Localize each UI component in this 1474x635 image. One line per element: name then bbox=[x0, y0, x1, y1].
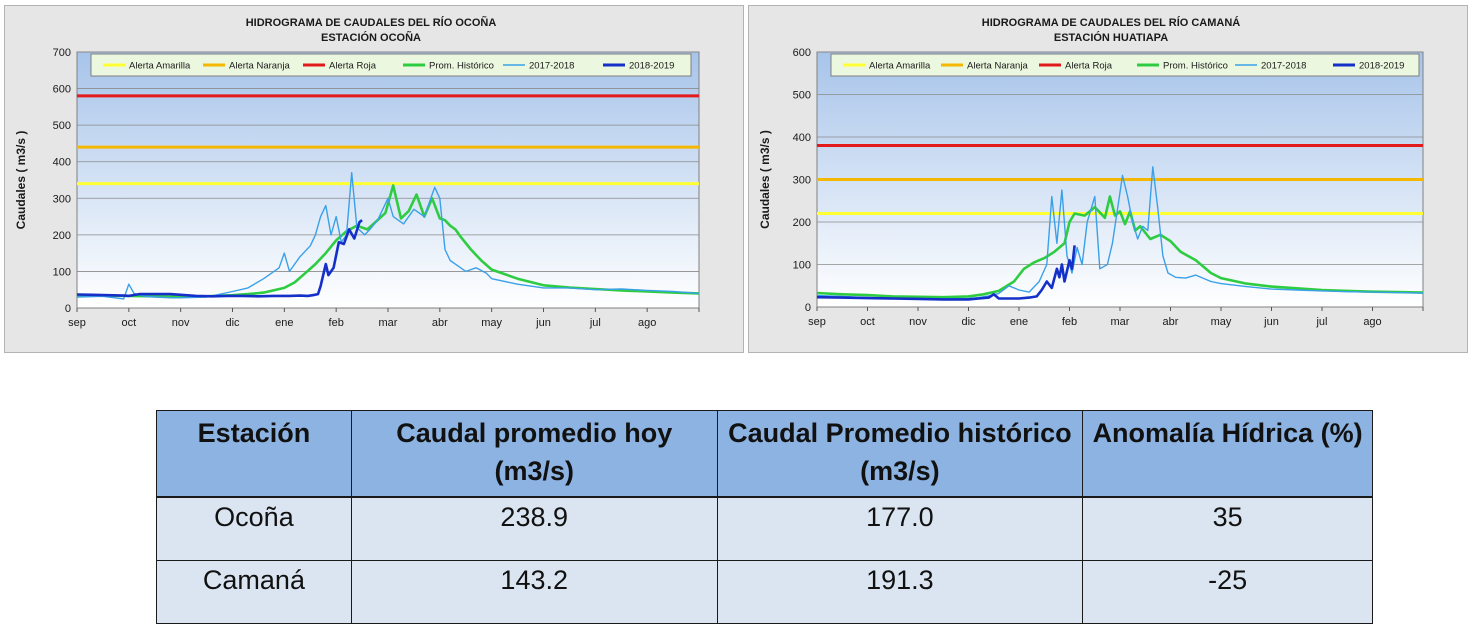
x-tick-label: nov bbox=[172, 317, 190, 329]
x-tick-label: nov bbox=[909, 316, 927, 328]
chart-title: HIDROGRAMA DE CAUDALES DEL RÍO OCOÑA bbox=[246, 16, 497, 29]
header-estacion: Estación bbox=[156, 410, 352, 498]
x-tick-label: jun bbox=[1263, 316, 1279, 328]
legend-entry-alerta-amarilla: Alerta Amarilla bbox=[129, 61, 191, 72]
y-tick-label: 300 bbox=[793, 175, 811, 187]
legend-entry-2018-2019: 2018-2019 bbox=[1359, 61, 1404, 72]
series-line-prom-historico bbox=[76, 184, 700, 299]
x-tick-label: oct bbox=[860, 316, 875, 328]
cell-anomalia: -25 bbox=[1082, 560, 1373, 624]
legend-entry-alerta-amarilla: Alerta Amarilla bbox=[869, 61, 931, 72]
chart-panel-camana: HIDROGRAMA DE CAUDALES DEL RÍO CAMANÁ EST… bbox=[748, 5, 1468, 353]
cell-caudal-historico: 177.0 bbox=[716, 496, 1084, 561]
legend-entry-2017-2018: 2017-2018 bbox=[1261, 61, 1306, 72]
x-tick-label: ene bbox=[275, 317, 293, 329]
cell-caudal-hoy: 238.9 bbox=[350, 496, 718, 561]
x-tick-label: sep bbox=[68, 317, 86, 329]
y-axis-label: Caudales ( m3/s ) bbox=[758, 130, 772, 229]
x-tick-label: jul bbox=[589, 317, 601, 329]
cell-station: Ocoña bbox=[156, 496, 352, 561]
legend-entry-alerta-roja: Alerta Roja bbox=[329, 61, 377, 72]
x-tick-label: feb bbox=[329, 317, 344, 329]
y-tick-label: 500 bbox=[53, 120, 71, 132]
chart-title: HIDROGRAMA DE CAUDALES DEL RÍO CAMANÁ bbox=[982, 16, 1241, 29]
y-tick-label: 200 bbox=[793, 217, 811, 229]
y-tick-label: 200 bbox=[53, 230, 71, 242]
legend-entry-2018-2019: 2018-2019 bbox=[629, 61, 674, 72]
y-tick-label: 400 bbox=[53, 157, 71, 169]
legend-entry-prom-historico: Prom. Histórico bbox=[429, 61, 494, 72]
series-line-prom-historico bbox=[816, 195, 1424, 299]
y-tick-label: 600 bbox=[53, 84, 71, 96]
table-header-row: Estación Caudal promedio hoy (m3/s) Caud… bbox=[156, 410, 1373, 498]
x-tick-label: jul bbox=[1315, 316, 1327, 328]
x-tick-label: abr bbox=[1163, 316, 1179, 328]
series-line-2018-2019 bbox=[816, 245, 1076, 301]
x-tick-label: feb bbox=[1062, 316, 1077, 328]
cell-caudal-hoy: 143.2 bbox=[350, 560, 718, 624]
cell-caudal-historico: 191.3 bbox=[716, 560, 1084, 624]
x-tick-label: mar bbox=[379, 317, 398, 329]
table-row: Ocoña 238.9 177.0 35 bbox=[156, 496, 1373, 561]
series-line-2018-2019 bbox=[76, 219, 363, 298]
legend-entry-prom-historico: Prom. Histórico bbox=[1163, 61, 1228, 72]
chart-legend bbox=[90, 53, 692, 77]
x-tick-label: jun bbox=[535, 317, 551, 329]
header-anomalia: Anomalía Hídrica (%) bbox=[1082, 410, 1373, 498]
y-tick-label: 300 bbox=[53, 193, 71, 205]
flow-summary-table: Estación Caudal promedio hoy (m3/s) Caud… bbox=[156, 410, 1373, 624]
hydrograph-chart-ocona: HIDROGRAMA DE CAUDALES DEL RÍO OCOÑA ESTA… bbox=[14, 16, 700, 329]
table-row: Camaná 143.2 191.3 -25 bbox=[156, 560, 1373, 624]
chart-legend bbox=[830, 53, 1420, 77]
chart-panel-ocona: HIDROGRAMA DE CAUDALES DEL RÍO OCOÑA ESTA… bbox=[4, 5, 744, 353]
y-tick-label: 400 bbox=[793, 132, 811, 144]
x-tick-label: may bbox=[1211, 316, 1232, 328]
y-tick-label: 600 bbox=[793, 47, 811, 59]
y-axis-label: Caudales ( m3/s ) bbox=[14, 131, 28, 230]
header-caudal-historico: Caudal Promedio histórico (m3/s) bbox=[716, 410, 1084, 498]
y-tick-label: 500 bbox=[793, 90, 811, 102]
y-tick-label: 0 bbox=[65, 303, 71, 315]
y-tick-label: 0 bbox=[805, 302, 811, 314]
cell-station: Camaná bbox=[156, 560, 352, 624]
cell-anomalia: 35 bbox=[1082, 496, 1373, 561]
y-tick-label: 700 bbox=[53, 47, 71, 59]
x-tick-label: oct bbox=[121, 317, 136, 329]
legend-entry-alerta-roja: Alerta Roja bbox=[1065, 61, 1113, 72]
x-tick-label: dic bbox=[961, 316, 976, 328]
legend-entry-2017-2018: 2017-2018 bbox=[529, 61, 574, 72]
x-tick-label: abr bbox=[432, 317, 448, 329]
x-tick-label: may bbox=[481, 317, 502, 329]
chart-subtitle: ESTACIÓN OCOÑA bbox=[321, 31, 421, 44]
chart-subtitle: ESTACIÓN HUATIAPA bbox=[1054, 31, 1168, 44]
legend-entry-alerta-naranja: Alerta Naranja bbox=[229, 61, 290, 72]
x-tick-label: ago bbox=[1363, 316, 1381, 328]
y-tick-label: 100 bbox=[53, 266, 71, 278]
hydrograph-chart-camana: HIDROGRAMA DE CAUDALES DEL RÍO CAMANÁ EST… bbox=[758, 16, 1424, 328]
x-tick-label: ene bbox=[1010, 316, 1028, 328]
legend-entry-alerta-naranja: Alerta Naranja bbox=[967, 61, 1028, 72]
x-tick-label: ago bbox=[638, 317, 656, 329]
plot-area bbox=[76, 51, 700, 309]
header-caudal-hoy: Caudal promedio hoy (m3/s) bbox=[350, 410, 718, 498]
y-tick-label: 100 bbox=[793, 260, 811, 272]
x-tick-label: dic bbox=[225, 317, 240, 329]
x-tick-label: mar bbox=[1111, 316, 1130, 328]
x-tick-label: sep bbox=[808, 316, 826, 328]
series-line-2017-2018 bbox=[76, 171, 700, 300]
